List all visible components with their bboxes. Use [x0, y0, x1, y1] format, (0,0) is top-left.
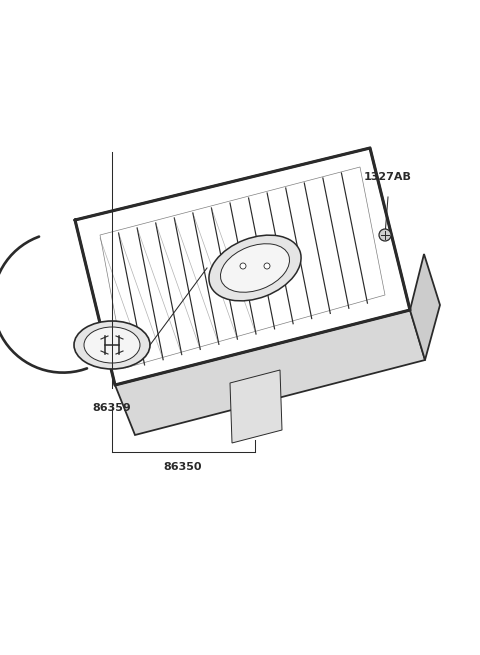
- Circle shape: [264, 263, 270, 269]
- Ellipse shape: [209, 235, 301, 301]
- Polygon shape: [115, 310, 425, 435]
- Circle shape: [240, 263, 246, 269]
- Polygon shape: [75, 148, 410, 385]
- Polygon shape: [410, 254, 440, 360]
- Ellipse shape: [220, 244, 289, 292]
- Ellipse shape: [74, 321, 150, 369]
- Ellipse shape: [84, 327, 140, 363]
- Polygon shape: [230, 370, 282, 443]
- Text: 86359: 86359: [93, 403, 132, 413]
- Text: 1327AB: 1327AB: [364, 172, 412, 182]
- Circle shape: [379, 229, 391, 241]
- Text: 86350: 86350: [164, 462, 202, 472]
